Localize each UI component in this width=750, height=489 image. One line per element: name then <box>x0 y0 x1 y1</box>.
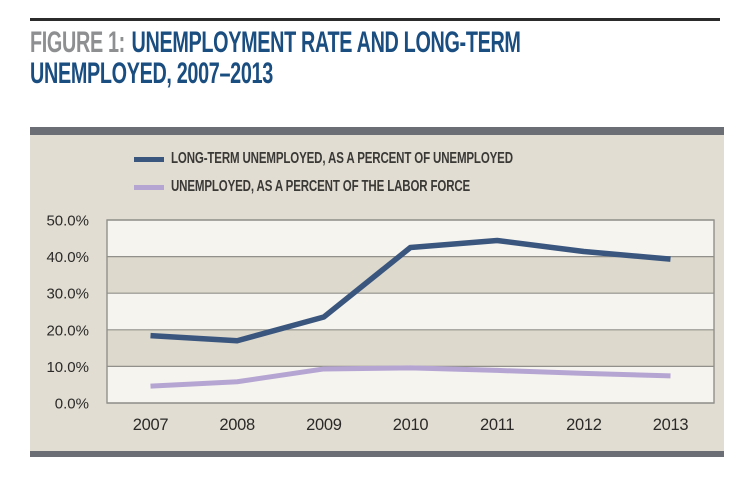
y-axis-label: 10.0% <box>46 359 89 376</box>
plot-border <box>106 219 715 404</box>
title-rule <box>30 18 720 21</box>
figure-title-line1: FIGURE 1: UNEMPLOYMENT RATE AND LONG-TERM <box>30 27 521 58</box>
x-axis-label: 2007 <box>133 416 169 434</box>
x-axis-label: 2012 <box>566 416 602 434</box>
plot-band <box>107 220 714 257</box>
plot-band <box>107 329 714 367</box>
line-chart: 0.0% 10.0% 20.0% 30.0% 40.0% 50.0% 2007 2008 200… <box>46 213 715 434</box>
figure-number-label: FIGURE 1: <box>30 26 125 59</box>
plot-band <box>107 256 714 294</box>
x-axis-label: 2013 <box>653 416 689 434</box>
x-axis-label: 2008 <box>219 416 255 434</box>
legend-swatch-unemployment-rate-icon <box>134 184 164 190</box>
figure-title-line2: UNEMPLOYED, 2007–2013 <box>30 57 273 90</box>
y-axis-label: 0.0% <box>55 396 89 413</box>
panel-top-bar <box>30 127 724 135</box>
chart-panel: 0.0% 10.0% 20.0% 30.0% 40.0% 50.0% 2007 2008 200… <box>30 127 724 457</box>
figure-title-text-1: UNEMPLOYMENT RATE AND LONG-TERM <box>131 26 521 59</box>
x-axis-label: 2010 <box>393 416 429 434</box>
x-axis-label: 2011 <box>480 416 514 434</box>
plot-band <box>107 293 714 330</box>
y-axis-label: 20.0% <box>46 322 89 339</box>
figure-title: FIGURE 1: UNEMPLOYMENT RATE AND LONG-TERM… <box>30 27 750 89</box>
legend-item-long-term-unemployed: LONG-TERM UNEMPLOYED, AS A PERCENT OF UN… <box>134 145 646 173</box>
legend-label-unemployment-rate: UNEMPLOYED, AS A PERCENT OF THE LABOR FO… <box>171 178 471 195</box>
y-axis-label: 50.0% <box>46 213 89 230</box>
chart-legend: LONG-TERM UNEMPLOYED, AS A PERCENT OF UN… <box>134 145 646 201</box>
series-line-long-term-unemployed <box>150 237 671 344</box>
legend-item-unemployment-rate: UNEMPLOYED, AS A PERCENT OF THE LABOR FO… <box>134 173 646 201</box>
x-axis-label: 2009 <box>306 416 342 434</box>
legend-label-long-term-unemployed: LONG-TERM UNEMPLOYED, AS A PERCENT OF UN… <box>171 150 513 167</box>
legend-swatch-long-term-unemployed-icon <box>134 156 164 162</box>
series-line-unemployment-rate <box>150 365 671 389</box>
panel-bottom-bar <box>30 451 724 457</box>
y-axis-label: 40.0% <box>46 249 89 266</box>
y-axis-label: 30.0% <box>46 286 89 303</box>
